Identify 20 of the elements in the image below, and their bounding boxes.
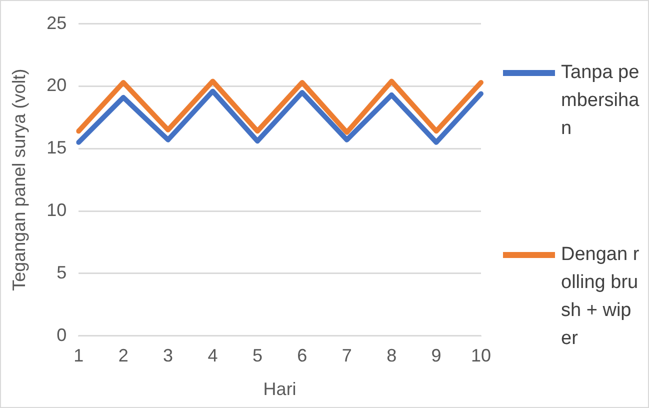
x-tick-label: 4 bbox=[208, 346, 218, 366]
x-tick-label: 3 bbox=[163, 346, 174, 366]
y-axis-title: Tegangan panel surya (volt) bbox=[8, 68, 29, 291]
x-tick-label: 8 bbox=[386, 346, 397, 366]
x-tick-label: 6 bbox=[297, 346, 308, 366]
x-tick-label: 5 bbox=[252, 346, 262, 366]
y-tick-label: 25 bbox=[46, 12, 67, 33]
x-tick-label: 1 bbox=[74, 346, 84, 366]
x-tick-label: 7 bbox=[342, 346, 352, 366]
y-tick-label: 5 bbox=[56, 262, 67, 282]
x-tick-label: 9 bbox=[431, 346, 442, 366]
y-tick-label: 0 bbox=[56, 324, 67, 345]
legend-label: Dengan rolling brush + wiper bbox=[561, 243, 640, 351]
y-tick-label: 20 bbox=[46, 75, 67, 96]
y-tick-label: 15 bbox=[46, 138, 67, 158]
x-tick-label: 10 bbox=[470, 346, 492, 366]
y-tick-label: 10 bbox=[46, 200, 67, 220]
legend-label: Tanpa pembersihan bbox=[561, 61, 640, 141]
x-tick-label: 2 bbox=[118, 346, 128, 366]
x-axis-title: Hari bbox=[263, 379, 296, 400]
